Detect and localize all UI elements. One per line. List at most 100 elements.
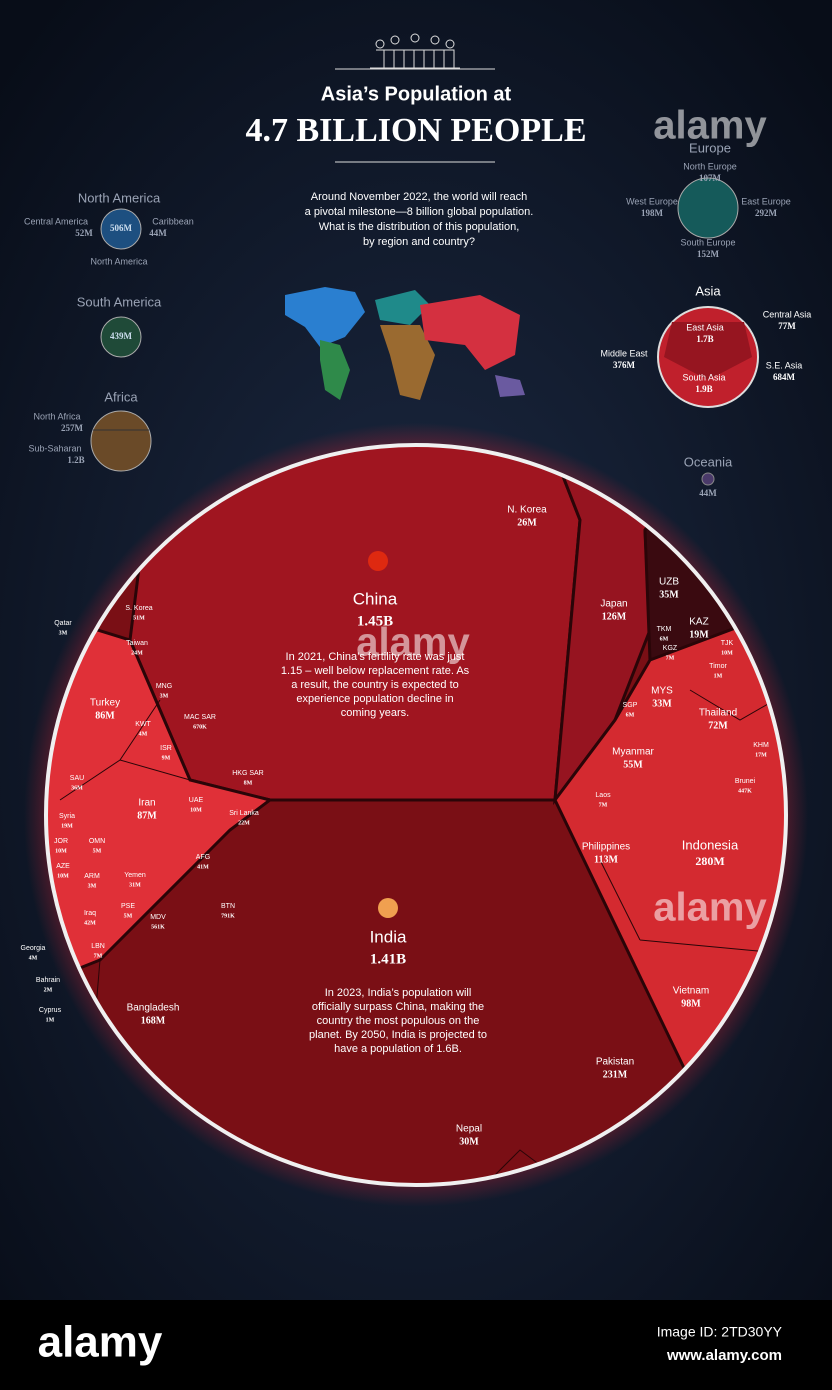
country-value: 41M bbox=[197, 864, 209, 870]
country-value: 168M bbox=[141, 1015, 166, 1026]
country-value: 4M bbox=[139, 731, 148, 737]
title: Asia’s Population at bbox=[321, 83, 512, 105]
country-value: 7M bbox=[94, 953, 103, 959]
country-name: AFG bbox=[196, 854, 210, 861]
country-value: 86M bbox=[95, 710, 115, 721]
country-value: 561K bbox=[151, 924, 165, 930]
label: 1.9B bbox=[695, 384, 712, 394]
country-name: LBN bbox=[91, 943, 105, 950]
country-value: 7M bbox=[599, 802, 608, 808]
country-name: TKM bbox=[657, 626, 672, 633]
country-name: China bbox=[353, 589, 398, 608]
label: North Europe bbox=[683, 161, 737, 171]
country-value: 1M bbox=[714, 673, 723, 679]
country-name: Thailand bbox=[699, 708, 737, 719]
country-name: SGP bbox=[623, 702, 638, 709]
country-value: 791K bbox=[221, 913, 235, 919]
label: East Asia bbox=[686, 322, 724, 332]
label: Central Asia bbox=[763, 309, 812, 319]
country-name: Iran bbox=[138, 798, 155, 809]
label: Sub-Saharan bbox=[28, 443, 81, 453]
note: officially surpass China, making the bbox=[312, 1001, 484, 1013]
country-name: Bangladesh bbox=[127, 1003, 180, 1014]
country-name: JOR bbox=[54, 838, 68, 845]
brand: alamy bbox=[38, 1318, 163, 1367]
country-value: 2M bbox=[44, 987, 53, 993]
country-value: 24M bbox=[131, 650, 143, 656]
country-value: 51M bbox=[133, 615, 145, 621]
country-name: Iraq bbox=[84, 910, 96, 917]
label: 44M bbox=[699, 488, 717, 498]
country-name: KWT bbox=[135, 721, 151, 728]
world-map bbox=[285, 287, 525, 400]
label: 44M bbox=[149, 228, 167, 238]
intro: by region and country? bbox=[363, 236, 475, 248]
country-value: 87M bbox=[137, 810, 157, 821]
country-value: 6M bbox=[626, 712, 635, 718]
label: 257M bbox=[61, 423, 84, 433]
watermark: alamy bbox=[356, 621, 470, 665]
country-name: N. Korea bbox=[507, 505, 547, 516]
label: 52M bbox=[75, 228, 93, 238]
note: experience population decline in bbox=[296, 693, 453, 705]
country-name: KHM bbox=[753, 742, 769, 749]
country-name: Turkey bbox=[90, 698, 120, 709]
label: Middle East bbox=[600, 348, 648, 358]
site: www.alamy.com bbox=[666, 1347, 782, 1364]
country-name: MYS bbox=[651, 686, 673, 697]
label: 506M bbox=[110, 223, 133, 233]
country-value: 1.45B bbox=[357, 613, 393, 629]
country-name: Pakistan bbox=[596, 1057, 634, 1068]
flag bbox=[368, 551, 388, 571]
country-value: 113M bbox=[594, 854, 618, 865]
country-name: SAU bbox=[70, 775, 84, 782]
country-name: Nepal bbox=[456, 1124, 482, 1135]
label: South Asia bbox=[682, 372, 725, 382]
country-name: KAZ bbox=[689, 617, 708, 628]
country-value: 6M bbox=[660, 636, 669, 642]
country-value: 98M bbox=[681, 998, 701, 1009]
country-value: 280M bbox=[695, 854, 724, 868]
country-value: 42M bbox=[84, 920, 96, 926]
country-name: MNG bbox=[156, 683, 172, 690]
intro: What is the distribution of this populat… bbox=[319, 221, 520, 233]
note: country the most populous on the bbox=[317, 1015, 480, 1027]
country-name: Myanmar bbox=[612, 747, 654, 758]
country-value: 9M bbox=[162, 755, 171, 761]
label: Caribbean bbox=[152, 216, 194, 226]
country-value: 26M bbox=[517, 517, 537, 528]
label: 684M bbox=[773, 372, 796, 382]
country-value: 36M bbox=[71, 785, 83, 791]
country-name: Bahrain bbox=[36, 977, 60, 984]
country-value: 33M bbox=[652, 698, 672, 709]
label: North America bbox=[90, 256, 147, 266]
country-name: Sri Lanka bbox=[229, 810, 259, 817]
country-name: S. Korea bbox=[125, 605, 152, 612]
region-title: Oceania bbox=[684, 454, 733, 469]
country-value: 30M bbox=[459, 1136, 479, 1147]
country-value: 3M bbox=[59, 630, 68, 636]
label: North Africa bbox=[33, 411, 80, 421]
country-name: UAE bbox=[189, 797, 204, 804]
country-value: 19M bbox=[61, 823, 73, 829]
label: 1.7B bbox=[696, 334, 713, 344]
country-name: Taiwan bbox=[126, 640, 148, 647]
label: 198M bbox=[641, 208, 664, 218]
country-name: Japan bbox=[600, 599, 627, 610]
country-value: 10M bbox=[190, 807, 202, 813]
label: 1.2B bbox=[67, 455, 84, 465]
country-value: 31M bbox=[129, 882, 141, 888]
watermark: alamy bbox=[653, 104, 767, 148]
country-value: 670K bbox=[193, 724, 207, 730]
country-name: ARM bbox=[84, 873, 100, 880]
country-name: ISR bbox=[160, 745, 172, 752]
country-value: 10M bbox=[55, 848, 67, 854]
country-name: MAC SAR bbox=[184, 714, 216, 721]
country-value: 55M bbox=[623, 759, 643, 770]
region-title: Africa bbox=[104, 389, 138, 404]
country-name: PSE bbox=[121, 903, 135, 910]
country-value: 8M bbox=[244, 780, 253, 786]
flag bbox=[378, 898, 398, 918]
country-value: 10M bbox=[721, 650, 733, 656]
label: 152M bbox=[697, 249, 720, 259]
